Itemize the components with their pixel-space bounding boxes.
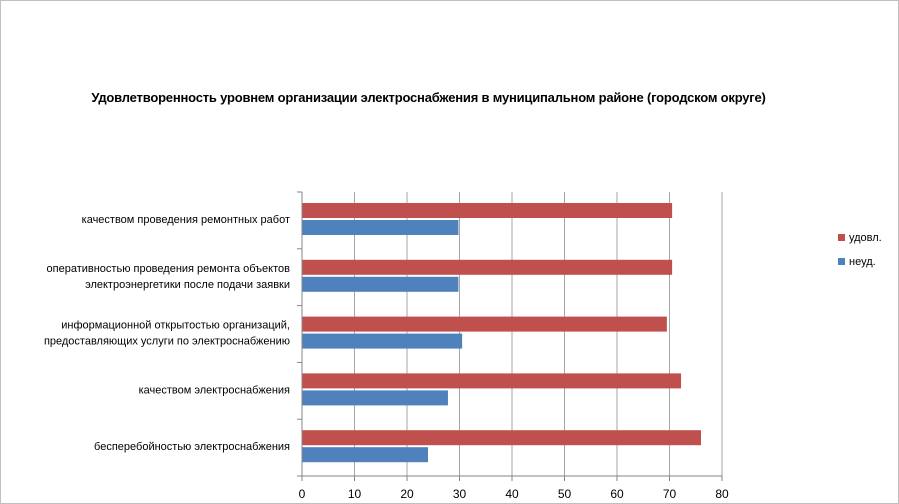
category-label: оперативностью проведения ремонта объект… <box>47 263 291 275</box>
category-label: бесперебойностью электроснабжения <box>94 441 290 453</box>
legend-swatch <box>838 234 845 241</box>
legend: удовл. неуд. <box>838 232 882 268</box>
bar-udovl <box>302 203 673 218</box>
x-tick-label: 10 <box>348 487 362 501</box>
x-tick-label: 0 <box>299 487 306 501</box>
x-tick-labels: 0 10 20 30 40 50 60 70 80 <box>299 487 729 501</box>
category-label: информационной открытостью организаций, <box>61 320 290 332</box>
category-label: электроэнергетики после подачи заявки <box>85 279 290 291</box>
x-tick-label: 20 <box>400 487 414 501</box>
bars <box>302 203 701 463</box>
bar-udovl <box>302 430 701 446</box>
category-label: качеством электроснабжения <box>139 384 290 396</box>
axes <box>297 191 723 481</box>
x-tick-label: 50 <box>558 487 572 501</box>
legend-swatch <box>838 258 845 265</box>
bar-udovl <box>302 373 682 389</box>
category-label: предоставляющих услуги по электроснабжен… <box>44 336 290 348</box>
category-labels: качеством проведения ремонтных работ опер… <box>44 214 290 453</box>
bar-neud <box>302 333 463 349</box>
x-tick-label: 30 <box>453 487 467 501</box>
x-tick-label: 80 <box>715 487 729 501</box>
bar-neud <box>302 447 428 463</box>
legend-label: удовл. <box>849 232 882 244</box>
legend-label: неуд. <box>849 256 876 268</box>
chart-title: Удовлетворенность уровнем организации эл… <box>91 90 766 105</box>
bar-udovl <box>302 316 667 332</box>
x-tick-label: 40 <box>505 487 519 501</box>
bar-neud <box>302 276 459 292</box>
x-tick-label: 60 <box>610 487 624 501</box>
category-label: качеством проведения ремонтных работ <box>82 214 290 226</box>
bar-neud <box>302 220 459 235</box>
x-tick-label: 70 <box>663 487 677 501</box>
bar-udovl <box>302 259 673 275</box>
bar-neud <box>302 390 448 406</box>
